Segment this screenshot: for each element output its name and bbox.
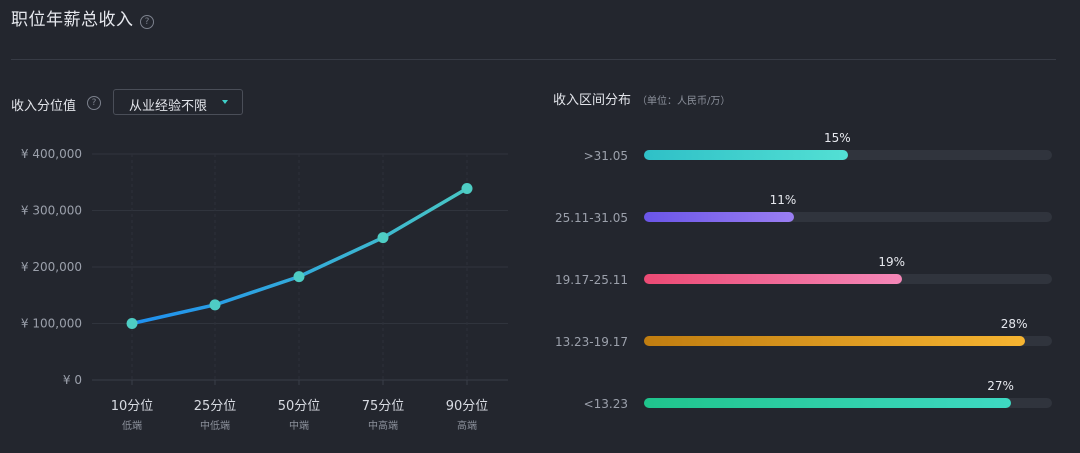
bar-row: 13.23-19.17 28% bbox=[540, 316, 1070, 356]
bar-value-label: 27% bbox=[987, 379, 1014, 393]
y-tick-label: ¥ 0 bbox=[63, 373, 82, 387]
bar-track bbox=[644, 398, 1052, 408]
bar bbox=[644, 398, 1012, 408]
bar-value-label: 15% bbox=[824, 131, 851, 145]
percentile-section-title: 收入分位值 bbox=[11, 99, 77, 114]
y-axis-ticks: ¥ 0 ¥ 100,000 ¥ 200,000 ¥ 300,000 ¥ 400,000 bbox=[21, 147, 82, 387]
x-tick-label: 75分位 bbox=[362, 399, 405, 414]
x-tick-label: 25分位 bbox=[194, 399, 237, 414]
experience-dropdown[interactable]: 从业经验不限 bbox=[113, 89, 243, 115]
bar-value-label: 19% bbox=[878, 255, 906, 269]
distribution-section-title: 收入区间分布 （单位：人民币/万） bbox=[553, 89, 730, 108]
caret-down-icon bbox=[222, 100, 228, 104]
bar-value-label: 11% bbox=[769, 193, 797, 207]
series bbox=[126, 182, 473, 329]
page-title: 职位年薪总收入 bbox=[11, 10, 134, 30]
x-tick-label: 10分位 bbox=[111, 399, 154, 414]
y-tick-label: ¥ 400,000 bbox=[21, 147, 82, 161]
bar-track bbox=[644, 150, 1052, 160]
x-tick-sublabel: 高端 bbox=[457, 419, 477, 432]
bar bbox=[644, 336, 1025, 346]
help-icon[interactable]: ? bbox=[140, 15, 154, 29]
bar-row: 19.17-25.11 19% bbox=[540, 254, 1070, 294]
x-tick-label: 90分位 bbox=[446, 399, 489, 414]
bar-category-label: 19.17-25.11 bbox=[554, 273, 628, 287]
x-tick-label: 50分位 bbox=[278, 399, 321, 414]
x-tick-sublabel: 中高端 bbox=[368, 419, 398, 432]
bar-track bbox=[644, 274, 1052, 284]
bar-track bbox=[644, 336, 1052, 346]
bar bbox=[644, 212, 794, 222]
experience-dropdown-label: 从业经验不限 bbox=[129, 99, 208, 114]
data-point bbox=[461, 182, 473, 194]
chart-grid bbox=[92, 153, 508, 381]
bar bbox=[644, 274, 903, 284]
bar-row: <13.23 27% bbox=[540, 378, 1070, 418]
data-point bbox=[293, 271, 305, 283]
distribution-title: 收入区间分布 bbox=[553, 93, 632, 108]
x-tick-sublabel: 低端 bbox=[122, 419, 142, 432]
divider bbox=[11, 59, 1056, 60]
y-tick-label: ¥ 100,000 bbox=[21, 317, 82, 331]
income-distribution-bar-chart: >31.05 15% 25.11-31.05 11% 19.17-25.11 19% 13.… bbox=[540, 130, 1070, 420]
bar-category-label: 13.23-19.17 bbox=[554, 335, 628, 349]
data-point bbox=[377, 232, 389, 244]
y-tick-label: ¥ 300,000 bbox=[21, 204, 82, 218]
bar-track bbox=[644, 212, 1052, 222]
unit-note: （单位：人民币/万） bbox=[637, 96, 731, 107]
bar-row: >31.05 15% bbox=[540, 130, 1070, 170]
y-tick-label: ¥ 200,000 bbox=[21, 260, 82, 274]
data-point bbox=[126, 318, 138, 329]
bar-category-label: >31.05 bbox=[583, 149, 628, 163]
bar bbox=[644, 150, 848, 160]
bar-value-label: 28% bbox=[1000, 317, 1028, 331]
bar-row: 25.11-31.05 11% bbox=[540, 192, 1070, 232]
x-tick-sublabel: 中端 bbox=[289, 419, 309, 432]
data-point bbox=[209, 299, 221, 311]
bar-category-label: 25.11-31.05 bbox=[554, 211, 628, 225]
percentile-line-chart: ¥ 0¥ 100,000¥ 200,000¥ 300,000¥ 400,000 … bbox=[21, 147, 508, 432]
percentile-help-icon[interactable]: ? bbox=[87, 96, 101, 110]
x-tick-sublabel: 中低端 bbox=[200, 419, 230, 432]
bar-category-label: <13.23 bbox=[583, 397, 628, 411]
